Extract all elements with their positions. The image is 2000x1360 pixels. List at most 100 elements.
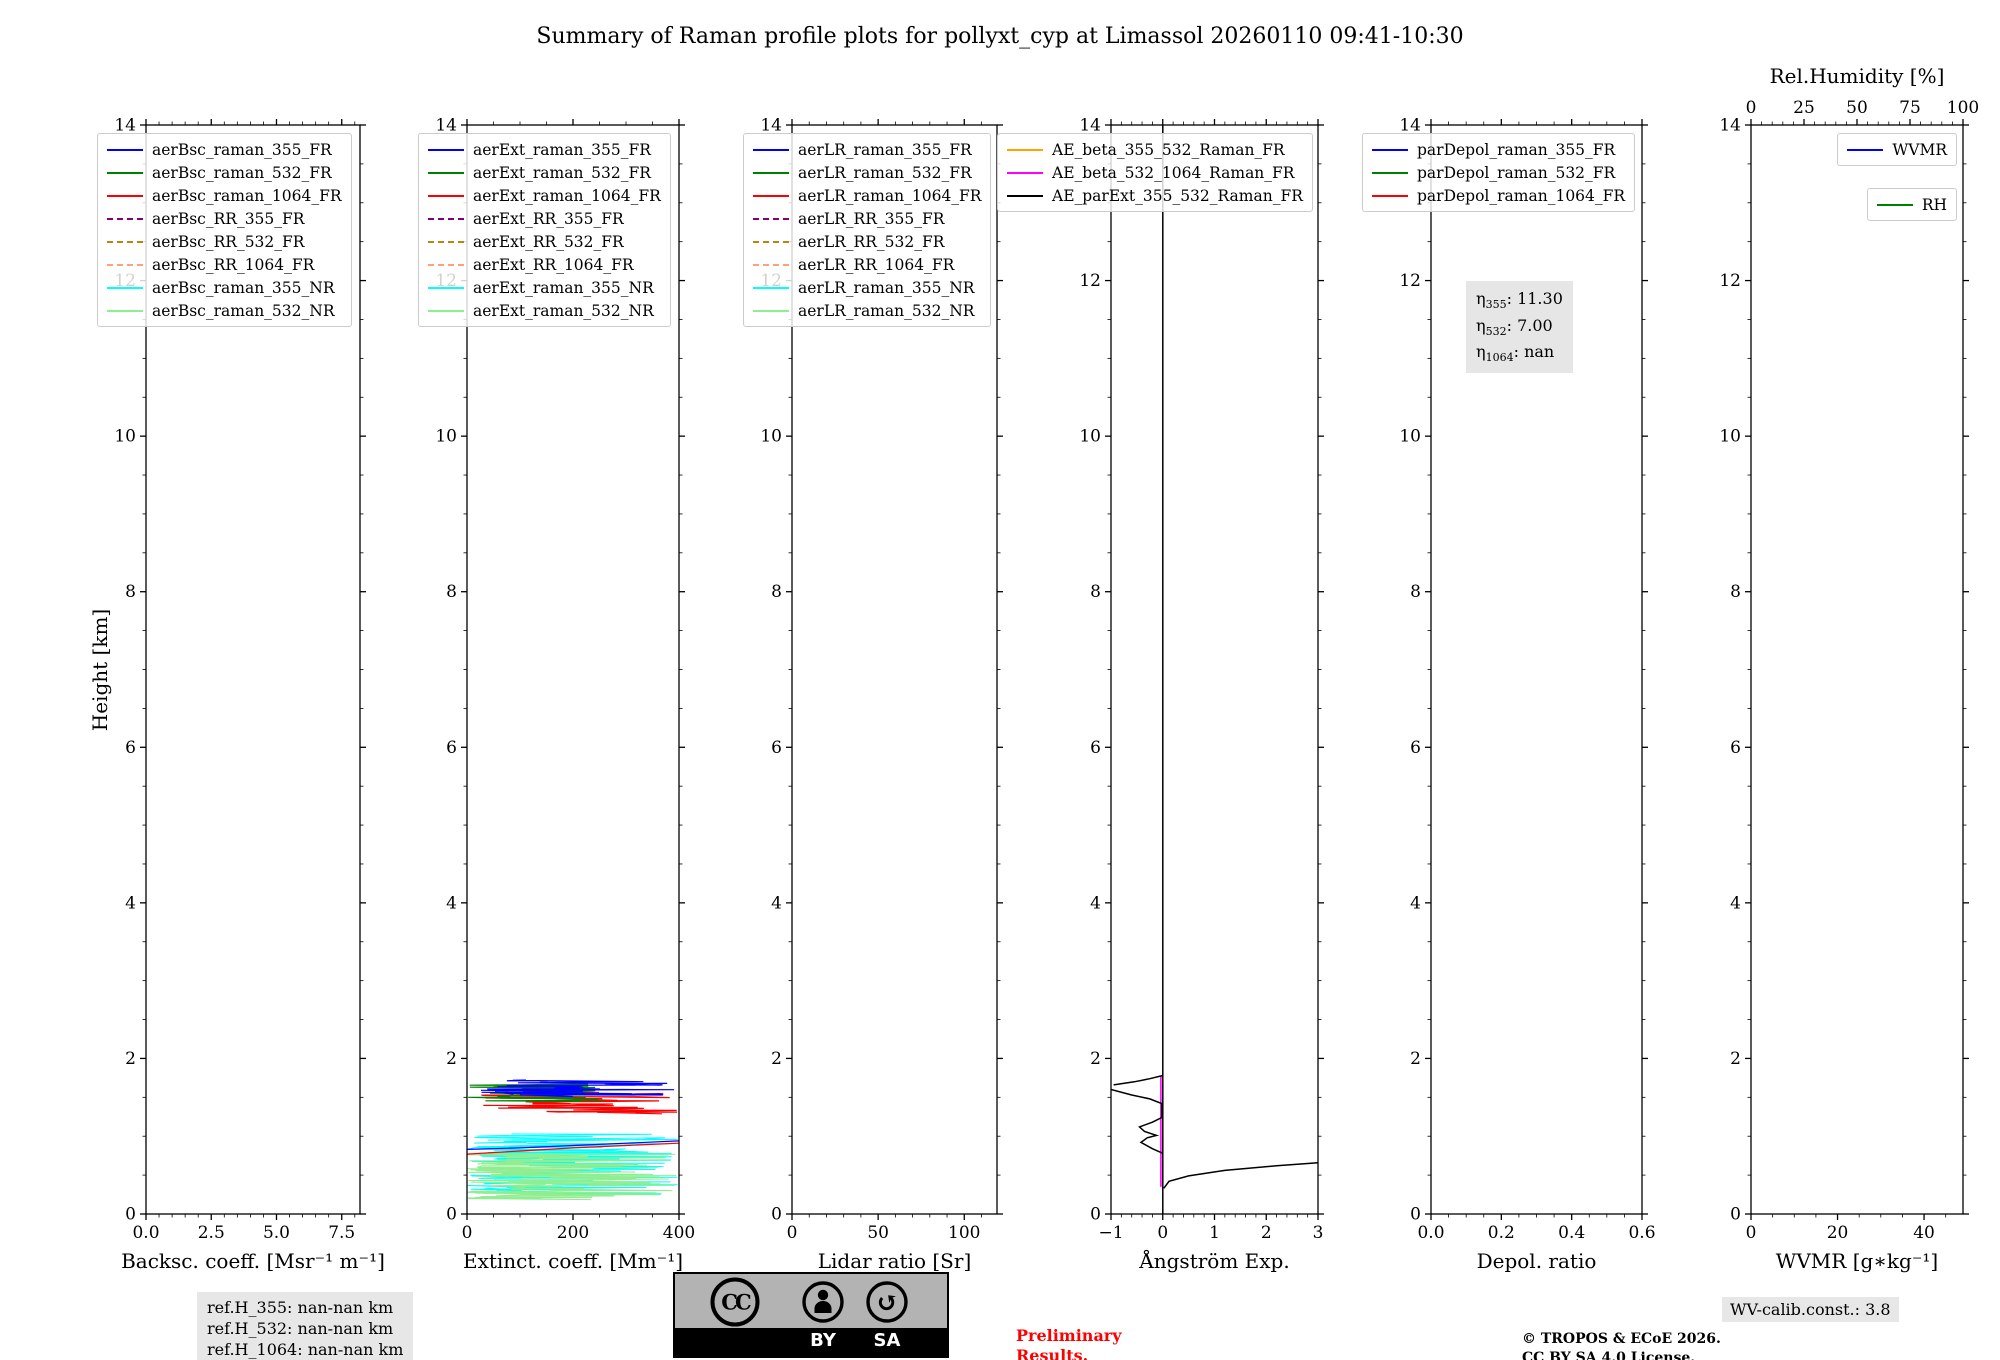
legend-line-sample — [753, 240, 789, 243]
preliminary-note: Preliminary Results. — [1016, 1326, 1122, 1360]
legend-item: aerLR_raman_355_NR — [753, 276, 981, 299]
legend-label: aerExt_raman_532_FR — [473, 163, 651, 182]
legend-item: aerLR_raman_1064_FR — [753, 184, 981, 207]
eta-line: η532: 7.00 — [1476, 315, 1553, 338]
legend-item: aerExt_raman_355_FR — [428, 138, 661, 161]
legend-label: aerExt_RR_1064_FR — [473, 255, 634, 274]
x-axis-label-lr: Lidar ratio [Sr] — [818, 1249, 972, 1273]
legend-item: aerLR_RR_355_FR — [753, 207, 981, 230]
cc-logo-icon: CC — [710, 1277, 760, 1327]
legend-item: aerBsc_raman_355_FR — [107, 138, 342, 161]
legend-item: WVMR — [1847, 138, 1947, 161]
ref-height-532: ref.H_532: nan-nan km — [207, 1319, 394, 1339]
svg-text:CC: CC — [721, 1290, 751, 1315]
y-tick-label: 8 — [1090, 582, 1101, 602]
legend-line-sample — [107, 240, 143, 243]
legend-line-sample — [1372, 148, 1408, 151]
y-tick-label: 2 — [446, 1049, 457, 1069]
x-tick-label: 7.5 — [328, 1223, 355, 1243]
legend-line-sample — [107, 309, 143, 312]
legend-label: aerLR_raman_532_FR — [798, 163, 972, 182]
legend-line-sample — [1847, 148, 1884, 151]
legend-line-sample — [107, 286, 143, 289]
cc-badge-band: BY SA — [675, 1328, 947, 1356]
y-tick-label: 2 — [771, 1049, 782, 1069]
legend-item: aerExt_raman_1064_FR — [428, 184, 661, 207]
legend-line-sample — [753, 148, 789, 151]
legend-item: aerExt_RR_532_FR — [428, 230, 661, 253]
y-tick-label: 10 — [1399, 427, 1421, 447]
legend-label: aerLR_raman_1064_FR — [798, 186, 982, 205]
legend-item: aerBsc_RR_532_FR — [107, 230, 342, 253]
legend-label: aerLR_raman_355_NR — [798, 278, 975, 297]
legend-item: aerBsc_raman_355_NR — [107, 276, 342, 299]
preliminary-line2: Results. — [1016, 1346, 1089, 1360]
by-label: BY — [810, 1330, 836, 1351]
legend-item: aerLR_RR_1064_FR — [753, 253, 981, 276]
legend: aerBsc_raman_355_FR aerBsc_raman_532_FR ae… — [97, 133, 352, 327]
y-tick-label: 10 — [435, 427, 457, 447]
x-tick-label: 2.5 — [198, 1223, 225, 1243]
y-tick-label: 4 — [1730, 893, 1741, 913]
legend-item: aerExt_raman_355_NR — [428, 276, 661, 299]
series-aerExt_raman_355_FR — [480, 1079, 675, 1098]
eta-annotation: η355: 11.30 η532: 7.00 η1064: nan — [1466, 281, 1573, 374]
x-axis-label-ae: Ångström Exp. — [1138, 1248, 1289, 1273]
legend-label: aerBsc_raman_355_NR — [152, 278, 335, 297]
ref-height-355: ref.H_355: nan-nan km — [207, 1298, 394, 1317]
legend-label: aerBsc_raman_355_FR — [152, 140, 332, 159]
legend-item: aerExt_RR_1064_FR — [428, 253, 661, 276]
y-tick-label: 14 — [760, 116, 782, 136]
legend-item: RH — [1876, 193, 1947, 216]
legend-line-sample — [107, 263, 143, 266]
x-tick-label: −1 — [1098, 1223, 1123, 1243]
top-tick-label: 75 — [1899, 98, 1921, 118]
legend-label: aerLR_RR_355_FR — [798, 209, 945, 228]
ref-height-1064: ref.H_1064: nan-nan km — [207, 1340, 404, 1360]
legend-label: parDepol_raman_532_FR — [1417, 163, 1616, 182]
y-tick-label: 6 — [446, 738, 457, 758]
top-axis-label: Rel.Humidity [%] — [1769, 64, 1945, 88]
x-tick-label: 100 — [948, 1223, 980, 1243]
y-tick-label: 2 — [125, 1049, 136, 1069]
y-tick-label: 12 — [1719, 271, 1741, 291]
y-tick-label: 8 — [125, 582, 136, 602]
legend-label: RH — [1921, 195, 1947, 214]
panel-lr: 02468101214050100Lidar ratio [Sr] — [760, 116, 1003, 1273]
legend-label: aerBsc_RR_1064_FR — [152, 255, 315, 274]
x-tick-label: 0.0 — [132, 1223, 159, 1243]
x-axis-label-wvmr: WVMR [g∗kg⁻¹] — [1776, 1249, 1938, 1273]
series-AE_parExt_355_532_Raman_FR — [1163, 1161, 1318, 1189]
legend-label: WVMR — [1892, 140, 1947, 159]
legend-item: parDepol_raman_1064_FR — [1372, 184, 1625, 207]
y-tick-label: 8 — [1730, 582, 1741, 602]
y-tick-label: 10 — [1079, 427, 1101, 447]
legend-label: aerExt_raman_532_NR — [473, 301, 654, 320]
legend-item: aerLR_raman_532_NR — [753, 299, 981, 322]
y-tick-label: 6 — [1090, 738, 1101, 758]
legend-line-sample — [753, 171, 789, 174]
legend-line-sample — [428, 217, 464, 220]
y-tick-label: 8 — [771, 582, 782, 602]
legend-label: parDepol_raman_355_FR — [1417, 140, 1616, 159]
x-axis-label-ext: Extinct. coeff. [Mm⁻¹] — [463, 1249, 683, 1273]
top-tick-label: 50 — [1846, 98, 1868, 118]
series-aerExt_raman_355_NR — [467, 1133, 678, 1196]
y-tick-label: 0 — [1730, 1205, 1741, 1225]
y-tick-label: 4 — [1410, 893, 1421, 913]
y-tick-label: 6 — [1410, 738, 1421, 758]
legend-label: aerExt_raman_355_FR — [473, 140, 651, 159]
y-tick-label: 2 — [1090, 1049, 1101, 1069]
y-tick-label: 10 — [760, 427, 782, 447]
x-tick-label: 0.6 — [1628, 1223, 1655, 1243]
axes-spines — [1750, 124, 1964, 1215]
copyright-note: © TROPOS & ECoE 2026. CC BY SA 4.0 Licen… — [1522, 1330, 1721, 1360]
x-tick-label: 0 — [787, 1223, 798, 1243]
x-tick-label: 400 — [663, 1223, 695, 1243]
legend-line-sample — [1007, 194, 1043, 197]
y-tick-label: 14 — [1719, 116, 1741, 136]
legend-label: parDepol_raman_1064_FR — [1417, 186, 1626, 205]
x-tick-label: 0.2 — [1488, 1223, 1515, 1243]
legend-line-sample — [753, 194, 789, 197]
